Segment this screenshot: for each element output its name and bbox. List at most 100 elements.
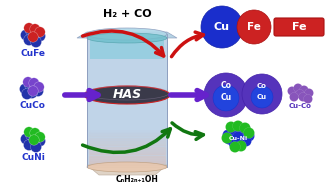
Text: HAS: HAS: [113, 88, 142, 101]
Text: Cu: Cu: [220, 94, 232, 102]
Circle shape: [235, 123, 246, 135]
Circle shape: [287, 87, 296, 95]
Circle shape: [28, 86, 38, 96]
Circle shape: [242, 74, 282, 114]
Circle shape: [244, 128, 254, 139]
Ellipse shape: [87, 162, 167, 172]
Bar: [89, 152, 165, 154]
Circle shape: [30, 142, 42, 153]
Circle shape: [26, 88, 38, 98]
Circle shape: [241, 136, 251, 146]
Text: Cu-Co: Cu-Co: [288, 103, 312, 109]
Circle shape: [24, 127, 34, 137]
Bar: [89, 154, 165, 156]
Circle shape: [23, 139, 35, 150]
Bar: [89, 132, 165, 135]
Bar: [89, 156, 165, 158]
Text: Cu-Ni: Cu-Ni: [228, 136, 248, 142]
Circle shape: [30, 128, 40, 138]
Text: CuCo: CuCo: [19, 101, 45, 109]
Bar: [89, 161, 165, 163]
Circle shape: [20, 133, 31, 145]
Text: H₂ + CO: H₂ + CO: [103, 9, 151, 19]
Circle shape: [228, 138, 240, 149]
Circle shape: [23, 77, 33, 87]
FancyBboxPatch shape: [274, 18, 324, 36]
Bar: [89, 146, 165, 149]
Circle shape: [28, 139, 40, 149]
Circle shape: [289, 92, 299, 101]
Circle shape: [30, 28, 42, 39]
Circle shape: [30, 36, 42, 47]
Circle shape: [225, 122, 237, 132]
Circle shape: [25, 26, 37, 36]
Text: Cu: Cu: [257, 94, 267, 100]
Circle shape: [233, 121, 244, 132]
Text: Fe: Fe: [247, 22, 261, 32]
Circle shape: [229, 142, 241, 153]
Bar: [89, 145, 165, 147]
Circle shape: [237, 10, 271, 44]
Circle shape: [24, 23, 34, 33]
Polygon shape: [77, 32, 177, 38]
Circle shape: [221, 132, 233, 143]
Bar: [89, 148, 165, 151]
Bar: [89, 150, 165, 153]
Circle shape: [223, 133, 235, 145]
Circle shape: [30, 24, 40, 34]
Circle shape: [35, 132, 45, 142]
Ellipse shape: [87, 33, 167, 43]
Circle shape: [240, 122, 250, 133]
Bar: [89, 157, 165, 160]
Circle shape: [201, 6, 243, 48]
Circle shape: [29, 81, 41, 92]
Circle shape: [236, 140, 247, 152]
Bar: [89, 163, 165, 165]
Text: Co: Co: [257, 83, 267, 89]
Circle shape: [235, 139, 246, 149]
Circle shape: [25, 129, 37, 140]
Circle shape: [21, 88, 32, 99]
Circle shape: [300, 85, 309, 94]
Circle shape: [213, 85, 239, 111]
Circle shape: [304, 94, 313, 104]
Circle shape: [228, 125, 240, 136]
Text: Cu: Cu: [214, 22, 230, 32]
Circle shape: [34, 82, 44, 92]
Circle shape: [24, 80, 36, 91]
Circle shape: [35, 136, 46, 146]
Circle shape: [20, 29, 31, 40]
Bar: [87, 34, 167, 167]
Text: CₙH₂ₙ₊₁OH: CₙH₂ₙ₊₁OH: [115, 174, 158, 184]
Circle shape: [295, 90, 305, 98]
Bar: [89, 134, 165, 136]
Circle shape: [23, 35, 35, 46]
Circle shape: [35, 30, 46, 42]
Text: Fe: Fe: [292, 22, 306, 32]
Circle shape: [293, 84, 303, 92]
Circle shape: [241, 125, 251, 136]
Circle shape: [233, 132, 244, 143]
Text: Co: Co: [220, 81, 232, 91]
Text: CuFe: CuFe: [20, 49, 46, 57]
Bar: [89, 130, 165, 133]
Circle shape: [32, 85, 44, 97]
Bar: [90, 36, 164, 59]
Bar: [89, 139, 165, 142]
Ellipse shape: [87, 28, 167, 40]
Bar: [89, 138, 165, 140]
Circle shape: [305, 88, 314, 98]
Bar: [89, 141, 165, 144]
Circle shape: [29, 78, 39, 88]
Bar: [89, 159, 165, 162]
Text: CuNi: CuNi: [21, 153, 45, 161]
Circle shape: [204, 73, 248, 117]
Circle shape: [28, 32, 38, 42]
Circle shape: [29, 135, 39, 145]
Bar: [89, 143, 165, 145]
Polygon shape: [87, 165, 167, 175]
Circle shape: [19, 84, 30, 94]
Circle shape: [251, 86, 273, 108]
Circle shape: [299, 92, 308, 101]
Circle shape: [28, 33, 40, 44]
